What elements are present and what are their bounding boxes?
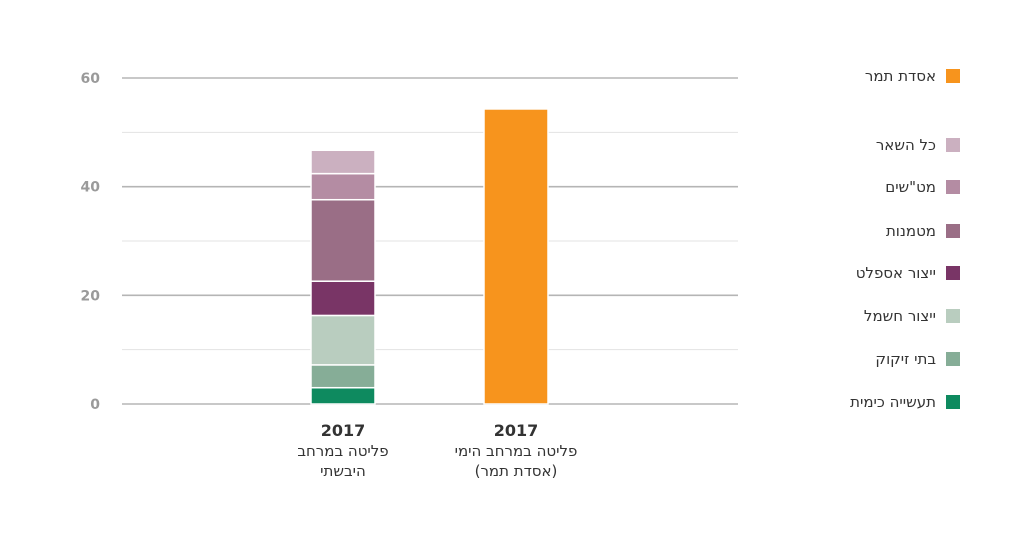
bar-segment: [310, 172, 376, 201]
legend-swatch: [946, 180, 960, 194]
y-tick-label: 0: [90, 397, 100, 413]
y-tick-label: 60: [81, 71, 101, 87]
legend-item: כל השאר: [876, 136, 960, 154]
legend-swatch: [946, 224, 960, 238]
bar-segment: [483, 108, 549, 405]
legend-swatch: [946, 69, 960, 83]
x-category-year: 2017: [321, 421, 366, 440]
bars: [310, 108, 549, 405]
legend-label: ייצור אספלט: [855, 264, 936, 282]
legend-item: בתי זיקוק: [875, 350, 960, 368]
y-tick-label: 20: [81, 288, 101, 304]
legend-swatch: [946, 266, 960, 280]
legend-label: תעשייה כימית: [850, 393, 936, 411]
x-axis: 2017 פליטה במרחב היבשתי 2017 פליטה במרחב הימ…: [297, 421, 577, 480]
legend-label: מטמנות: [885, 222, 936, 240]
legend-item: תעשייה כימית: [850, 393, 960, 411]
legend-label: אסדת תמר: [864, 67, 936, 85]
legend-label: מט"שים: [885, 178, 936, 196]
legend-label: כל השאר: [875, 136, 936, 154]
legend-item: אסדת תמר: [865, 67, 960, 85]
bar-segment: [310, 314, 376, 366]
x-category-label: היבשתי: [320, 462, 366, 480]
y-axis: 0 20 40 60: [81, 71, 101, 413]
gridlines: [122, 77, 738, 405]
bar-segment: [310, 198, 376, 282]
bar-segment: [310, 386, 376, 405]
legend-item: ייצור אספלט: [856, 264, 960, 282]
legend-item: ייצור חשמל: [864, 307, 960, 325]
legend-item: מט"שים: [885, 178, 960, 196]
legend-swatch: [946, 309, 960, 323]
y-tick-label: 40: [81, 180, 101, 196]
legend-swatch: [946, 138, 960, 152]
x-category-year: 2017: [494, 421, 539, 440]
legend-label: ייצור חשמל: [863, 307, 936, 325]
bar-segment: [310, 280, 376, 317]
bar-segment: [310, 364, 376, 389]
x-category-label: פליטה במרחב הימי: [455, 442, 578, 460]
legend-swatch: [946, 395, 960, 409]
legend-label: בתי זיקוק: [875, 350, 936, 368]
x-category-label: (אסדת תמר): [475, 462, 558, 480]
x-category-label: פליטה במרחב: [297, 442, 388, 460]
legend-item: מטמנות: [886, 222, 960, 240]
bar-segment: [310, 149, 376, 175]
legend-swatch: [946, 352, 960, 366]
